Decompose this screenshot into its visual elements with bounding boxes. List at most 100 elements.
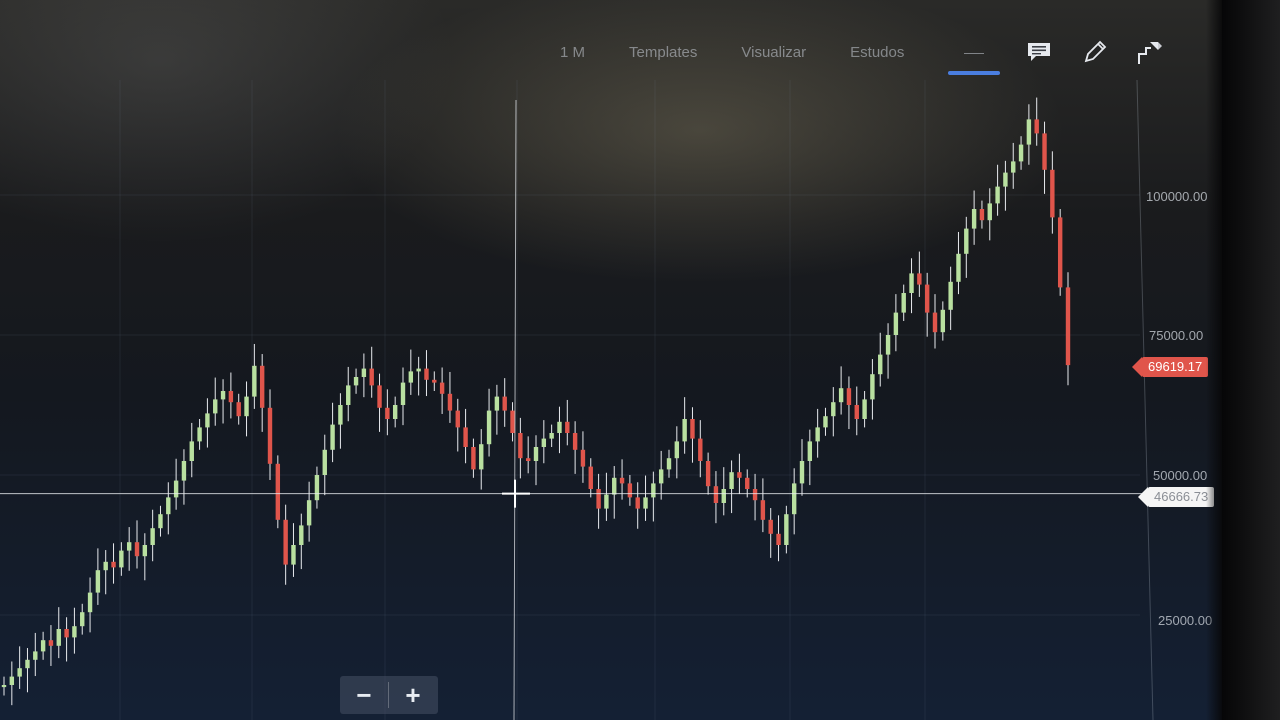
comment-icon[interactable] <box>1024 37 1054 67</box>
candle-body <box>158 514 163 529</box>
candle-body <box>862 399 867 419</box>
candle-body <box>705 461 711 487</box>
candle-body <box>385 407 390 419</box>
candle-body <box>752 489 758 501</box>
templates-menu[interactable]: Templates <box>629 43 698 61</box>
candle-body <box>48 640 54 646</box>
candle-body <box>463 427 468 447</box>
candle-body <box>948 281 953 310</box>
candle-body <box>64 629 69 638</box>
candle-body <box>134 542 140 557</box>
candle-body <box>870 374 875 400</box>
candle-body <box>549 433 554 439</box>
last-price-tag: 69619.17 <box>1131 357 1209 377</box>
candle-body <box>432 379 437 383</box>
candle-body <box>690 419 695 439</box>
candle-body <box>502 396 507 411</box>
candle-body <box>917 273 922 285</box>
candle-body <box>518 433 523 459</box>
crosshair-vertical <box>513 99 517 720</box>
candle-body <box>666 458 672 470</box>
y-tick-50000: 50000.00 <box>1153 468 1208 483</box>
candle-body <box>1003 172 1008 187</box>
candle-body <box>799 461 805 484</box>
candle-body <box>338 405 343 425</box>
candle-body <box>25 659 30 669</box>
candle-body <box>173 480 179 498</box>
candle-body <box>87 592 93 613</box>
active-tab-underline <box>948 71 1001 75</box>
candle-body <box>1050 169 1055 218</box>
visualize-menu[interactable]: Visualizar <box>741 43 807 61</box>
candle-body <box>768 519 773 534</box>
candle-body <box>220 391 226 400</box>
candle-body <box>627 483 633 498</box>
monitor-bezel <box>1222 0 1280 720</box>
candle-body <box>838 388 844 403</box>
candle-body <box>361 368 367 377</box>
candle-body <box>197 427 202 442</box>
candle-body <box>713 486 719 503</box>
candle-body <box>377 385 382 408</box>
candle-body <box>971 209 977 229</box>
candle-body <box>651 483 656 498</box>
pencil-icon-glyph <box>1085 40 1107 63</box>
zoom-in-button[interactable]: + <box>405 679 421 710</box>
candle-body <box>1065 287 1071 366</box>
candle-body <box>1057 217 1063 288</box>
candle-body <box>533 447 539 461</box>
price-axis-line <box>1136 79 1154 720</box>
share-arrow-icon[interactable] <box>1136 37 1166 67</box>
candle-body <box>181 461 187 481</box>
candle-body <box>142 545 148 557</box>
candle-body <box>1026 119 1032 145</box>
candles-layer <box>1 97 1071 706</box>
candle-body <box>510 410 515 433</box>
candle-body <box>56 629 61 646</box>
candle-body <box>909 273 914 293</box>
candle-body <box>392 405 398 419</box>
period-selector[interactable]: 1 M <box>560 43 586 61</box>
chart-toolbar: 1 M Templates Visualizar Estudos <box>560 34 1192 75</box>
candle-body <box>150 528 155 545</box>
candle-body <box>729 472 734 489</box>
candle-body <box>330 424 335 450</box>
studies-menu[interactable]: Estudos <box>850 43 905 61</box>
chart-grid <box>0 79 1154 720</box>
zoom-out-button[interactable]: − <box>356 679 372 710</box>
candle-body <box>353 377 359 386</box>
zoom-controls: − + <box>340 676 438 714</box>
zoom-separator <box>388 682 389 708</box>
candle-body <box>823 416 828 428</box>
candle-body <box>1 685 7 688</box>
candle-body <box>893 312 899 335</box>
candle-body <box>721 489 726 503</box>
candle-body <box>471 447 476 470</box>
candle-body <box>964 228 969 254</box>
candle-body <box>674 441 680 459</box>
candle-body <box>1042 133 1047 170</box>
candle-body <box>205 413 210 428</box>
candle-body <box>72 626 77 638</box>
candle-body <box>885 335 891 355</box>
candle-body <box>698 438 703 461</box>
candle-body <box>831 402 836 417</box>
y-tick-75000: 75000.00 <box>1149 328 1204 343</box>
candle-body <box>95 570 101 593</box>
candle-body <box>314 475 320 501</box>
candle-body <box>322 449 327 475</box>
candle-body <box>588 466 593 489</box>
candle-body <box>259 365 265 408</box>
candle-body <box>17 668 22 677</box>
monitor-bezel-shadow <box>1206 0 1224 720</box>
pencil-icon[interactable] <box>1080 37 1110 67</box>
candle-body <box>760 500 766 520</box>
candle-body <box>455 410 460 428</box>
candle-body <box>995 186 1000 204</box>
line-tool-icon[interactable] <box>948 41 1001 75</box>
candle-body <box>557 421 562 433</box>
candle-body <box>791 483 797 515</box>
candle-body <box>1034 119 1039 134</box>
candle-body <box>80 612 85 627</box>
